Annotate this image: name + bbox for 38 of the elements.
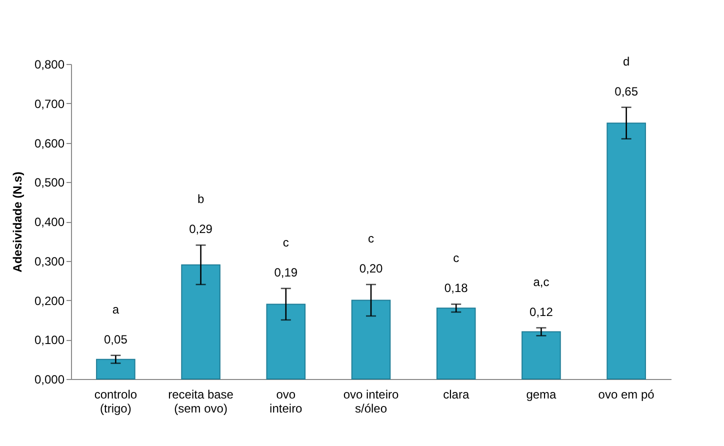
bar — [181, 264, 220, 380]
y-tick-label: 0,700 — [34, 96, 65, 111]
y-tick-label: 0,000 — [34, 372, 65, 386]
bar — [606, 122, 646, 380]
y-tick-label: 0,600 — [34, 136, 65, 150]
data-label: 0,20 — [359, 262, 383, 276]
x-tick-label: gema — [526, 388, 557, 402]
data-label: 0,12 — [530, 304, 554, 319]
y-tick-label: 0,800 — [34, 58, 65, 72]
y-axis-title: Adesividade (N.s) — [10, 172, 24, 272]
bar — [266, 304, 306, 380]
y-tick-label: 0,300 — [34, 254, 65, 268]
annotation: a — [112, 302, 120, 316]
annotation: c — [368, 232, 374, 246]
annotation: a,c — [533, 274, 550, 289]
x-tick-label: ovo inteiro s/óleo — [343, 388, 400, 416]
bar — [522, 331, 561, 380]
y-tick-label: 0,200 — [34, 294, 65, 308]
annotation: c — [282, 235, 289, 250]
data-label: 0,19 — [274, 265, 298, 280]
x-tick-label: ovo em pó — [598, 388, 655, 402]
data-label: 0,65 — [614, 84, 638, 98]
y-tick-label: 0,500 — [34, 176, 65, 190]
x-tick-label: receita base (sem ovo) — [168, 388, 234, 416]
annotation: b — [197, 192, 204, 206]
y-tick-label: 0,100 — [34, 333, 65, 348]
bar — [96, 358, 136, 380]
data-label: 0,29 — [189, 222, 213, 236]
data-label: 0,18 — [444, 281, 468, 296]
y-tick-label: 0,400 — [34, 215, 65, 229]
bar — [351, 300, 391, 380]
x-tick-label: ovo inteiro — [270, 388, 303, 416]
data-label: 0,05 — [104, 332, 128, 346]
bar — [436, 308, 476, 380]
annotation: c — [453, 251, 460, 266]
x-tick-label: clara — [443, 388, 470, 402]
annotation: d — [622, 54, 630, 68]
x-tick-label: controlo (trigo) — [94, 388, 138, 416]
